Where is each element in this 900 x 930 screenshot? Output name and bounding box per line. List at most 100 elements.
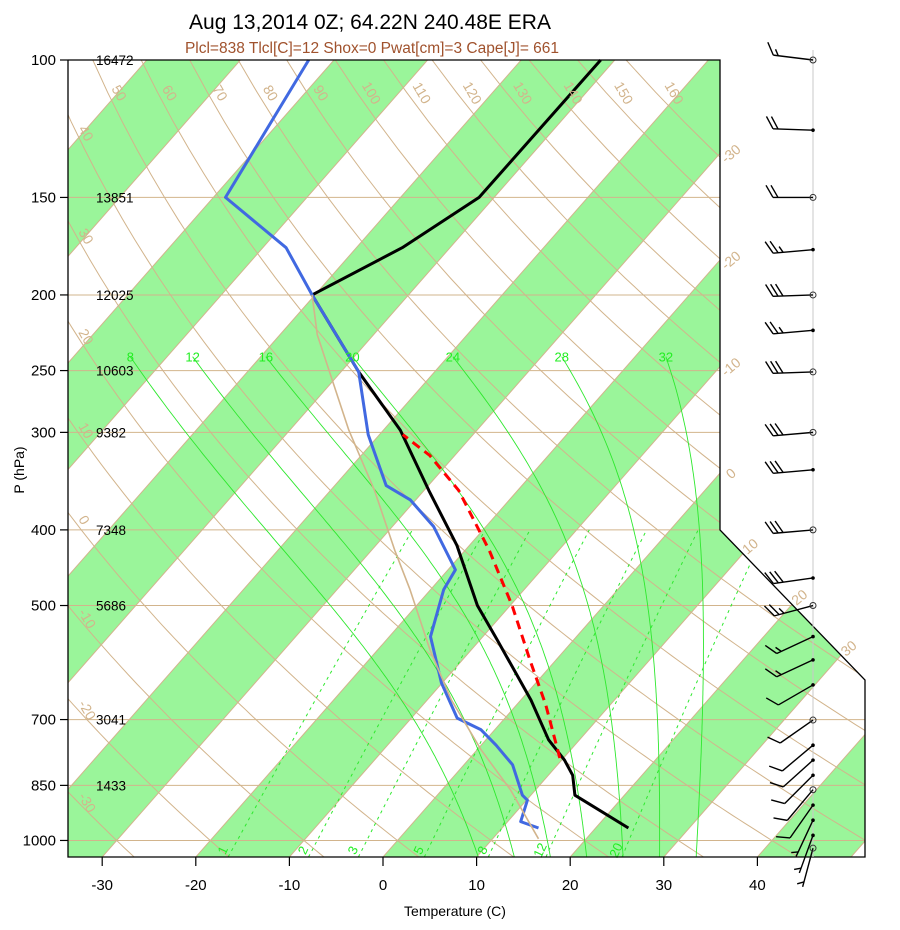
wind-barb <box>767 716 817 744</box>
height-label: 13851 <box>96 190 134 205</box>
dry-adiabat <box>68 60 135 857</box>
y-tick-label: 700 <box>31 712 56 729</box>
x-tick-label: -20 <box>185 877 207 894</box>
wind-barb-feather <box>765 116 774 130</box>
wind-level-dot <box>811 576 815 580</box>
wind-barb-feather <box>767 736 781 744</box>
dry-adiabat <box>68 60 799 857</box>
dry-adiabat-label: 20 <box>75 326 97 348</box>
wind-barb <box>764 634 815 655</box>
wind-barb <box>767 41 817 64</box>
moist-adiabat <box>265 356 551 857</box>
height-label: 10603 <box>96 364 134 379</box>
wind-barb-feather <box>769 521 779 534</box>
isotherm-bands <box>68 60 865 857</box>
y-axis-title: P (hPa) <box>11 446 27 493</box>
wind-barb-half-feather <box>778 607 785 614</box>
wind-barbs <box>763 41 817 887</box>
moist-adiabat-label: 12 <box>185 350 199 365</box>
wind-level-dot <box>811 818 815 823</box>
wind-barb-staff <box>798 835 814 874</box>
wind-barb-staff <box>773 248 814 254</box>
moist-adiabat-label: 24 <box>446 350 460 365</box>
isotherm-band <box>569 60 865 857</box>
wind-barb <box>794 833 815 874</box>
wind-level-dot <box>811 683 815 687</box>
wind-barb-staff <box>781 744 814 772</box>
wind-level-circle <box>809 428 817 436</box>
wind-barb <box>764 570 815 585</box>
wind-barb-feather <box>764 461 774 474</box>
wind-barb <box>796 844 817 887</box>
wind-barb-staff <box>776 635 814 655</box>
wind-barb-half-feather <box>791 851 799 854</box>
wind-level-circle <box>809 602 817 610</box>
wind-barb-half-feather <box>774 49 779 57</box>
wind-level-dot <box>811 634 815 639</box>
wind-barb-feather <box>764 423 774 437</box>
chart-title: Aug 13,2014 0Z; 64.22N 240.48E ERA <box>189 11 551 34</box>
wind-barb-feather <box>776 835 791 839</box>
wind-barb <box>769 758 815 788</box>
mixing-ratio-label: 12 <box>530 840 550 859</box>
wind-barb-staff <box>789 804 814 839</box>
wind-barb-feather <box>769 571 779 584</box>
dry-adiabat <box>68 60 704 857</box>
wind-barb-staff <box>784 774 814 805</box>
wind-barb-feather <box>769 781 784 788</box>
wind-barb-feather <box>764 241 774 254</box>
wind-barb-half-feather <box>775 646 782 652</box>
wind-barb <box>764 520 817 535</box>
wind-barb-staff <box>774 604 814 617</box>
x-tick-label: 0 <box>379 877 387 894</box>
dry-adiabat-label: 10 <box>75 420 97 442</box>
moist-adiabat <box>192 356 515 857</box>
isotherm-label: -20 <box>718 247 744 272</box>
dry-adiabat-label: 80 <box>260 82 282 104</box>
dry-adiabat <box>68 60 609 857</box>
y-tick-label: 1000 <box>23 832 56 849</box>
wind-barb-staff <box>772 371 814 375</box>
wind-level-dot <box>811 743 815 748</box>
wind-level-circle <box>809 786 817 794</box>
wind-barb-staff <box>778 684 814 706</box>
wind-barb-feather <box>773 817 788 822</box>
wind-level-circle <box>809 526 817 534</box>
wind-barb <box>791 818 815 857</box>
wind-barb-staff <box>772 128 814 131</box>
wind-barb-feather <box>765 361 774 374</box>
dry-adiabat <box>68 60 230 857</box>
wind-barb-feather <box>767 41 774 56</box>
wind-level-dot <box>811 803 815 807</box>
dry-adiabat-label: 30 <box>75 225 97 247</box>
moist-adiabat <box>352 356 588 857</box>
wind-barb <box>765 283 817 299</box>
virtual-reference-line <box>311 294 540 840</box>
dry-adiabat-label: 120 <box>460 79 486 107</box>
wind-level-dot <box>811 467 815 472</box>
wind-barb-feather <box>764 644 778 655</box>
wind-barb-feather <box>765 284 774 297</box>
wind-barb <box>771 773 815 805</box>
wind-barb <box>768 743 815 772</box>
y-tick-label: 500 <box>31 598 56 615</box>
wind-barb <box>773 786 817 822</box>
height-label: 1433 <box>96 778 126 793</box>
y-tick-label: 300 <box>31 424 56 441</box>
isotherm-label: -30 <box>718 141 744 166</box>
wind-barb-staff <box>786 789 814 821</box>
wind-barb-feather <box>771 799 785 805</box>
wind-barb-half-feather <box>778 246 784 253</box>
wind-barb-feather <box>769 423 779 436</box>
wind-barb-feather <box>768 765 783 772</box>
wind-barb-feather <box>763 605 775 617</box>
moist-adiabats <box>129 356 704 857</box>
wind-level-dot <box>811 773 815 778</box>
wind-level-circle <box>809 291 817 299</box>
wind-level-circle <box>809 193 817 201</box>
wind-barb-staff <box>801 847 814 887</box>
plot-frame <box>67 59 866 858</box>
y-tick-label: 100 <box>31 52 56 69</box>
isotherm-band <box>68 60 616 857</box>
